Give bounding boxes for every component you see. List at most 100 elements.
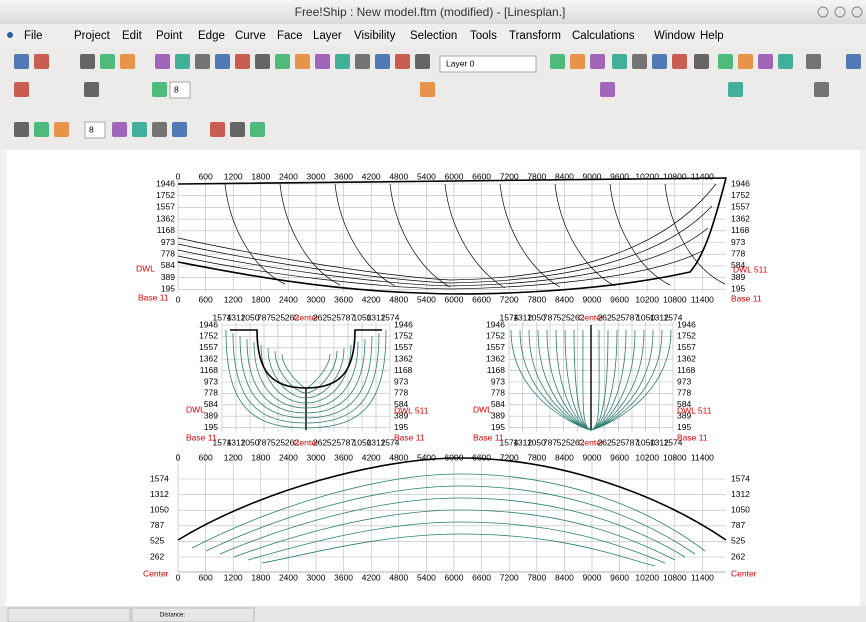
length-label: 0 [176, 572, 181, 582]
menu-item[interactable]: Help [700, 30, 724, 42]
menu-item[interactable]: Point [156, 30, 183, 42]
tool-button[interactable] [600, 82, 615, 97]
tool-button[interactable] [718, 54, 733, 69]
tool-button[interactable] [375, 54, 390, 69]
length-label: 10800 [663, 294, 687, 304]
length-label: 3000 [307, 171, 326, 181]
tool-button[interactable] [34, 122, 49, 137]
tool-button[interactable] [235, 54, 250, 69]
tool-button[interactable] [112, 122, 127, 137]
tool-button[interactable] [395, 54, 410, 69]
menu-item[interactable]: Project [74, 30, 111, 42]
length-label: 0 [176, 452, 181, 462]
tool-button[interactable] [612, 54, 627, 69]
menu-item[interactable]: Layer [313, 30, 342, 42]
tool-button[interactable] [54, 122, 69, 137]
height-label: 1168 [157, 225, 176, 235]
base-label: Base 11 [473, 432, 504, 442]
tool-button[interactable] [255, 54, 270, 69]
menu-item[interactable]: Selection [410, 30, 457, 42]
length-label: 4800 [389, 171, 408, 181]
body-label: 262 [598, 437, 612, 447]
height-label: 1752 [199, 331, 218, 341]
height-label: 973 [677, 376, 691, 386]
tool-button[interactable] [14, 54, 29, 69]
height-label: 1168 [200, 365, 219, 375]
tool-button[interactable] [728, 82, 743, 97]
menu-item[interactable]: Curve [235, 30, 266, 42]
tool-button[interactable] [694, 54, 709, 69]
tool-button[interactable] [758, 54, 773, 69]
tool-button[interactable] [420, 82, 435, 97]
length-label: 6600 [472, 452, 491, 462]
length-label: 10200 [635, 572, 659, 582]
tool-button[interactable] [335, 54, 350, 69]
tool-button[interactable] [14, 82, 29, 97]
tool-button[interactable] [846, 54, 861, 69]
height-label: 778 [491, 388, 505, 398]
zoom-spin[interactable] [85, 122, 105, 138]
length-label: 6600 [472, 171, 491, 181]
tool-button[interactable] [415, 54, 430, 69]
menu-item[interactable]: Visibility [354, 30, 396, 42]
tool-button[interactable] [215, 54, 230, 69]
menu-item[interactable]: Window [654, 30, 696, 42]
tool-button[interactable] [315, 54, 330, 69]
tool-button[interactable] [14, 122, 29, 137]
tool-button[interactable] [152, 122, 167, 137]
tool-button[interactable] [738, 54, 753, 69]
tool-button[interactable] [120, 54, 135, 69]
height-label: 1946 [156, 178, 175, 188]
length-label: 4200 [362, 572, 381, 582]
tool-button[interactable] [814, 82, 829, 97]
tool-button[interactable] [132, 122, 147, 137]
curve-spin[interactable] [170, 82, 190, 98]
base-label: Base 11 [677, 432, 708, 442]
length-label: 3000 [307, 572, 326, 582]
tool-button[interactable] [672, 54, 687, 69]
base-label: Base 11 [394, 432, 425, 442]
length-label: 1800 [251, 171, 270, 181]
length-label: 4800 [389, 572, 408, 582]
tool-button[interactable] [652, 54, 667, 69]
menu-item[interactable]: Tools [470, 30, 497, 42]
zoom-spin-value: 8 [89, 124, 94, 134]
body-label: 525 [557, 437, 571, 447]
menu-item[interactable]: Edit [122, 30, 143, 42]
tool-button[interactable] [84, 82, 99, 97]
menu-item[interactable]: Face [277, 30, 303, 42]
height-label: 584 [491, 399, 505, 409]
tool-button[interactable] [172, 122, 187, 137]
tool-button[interactable] [195, 54, 210, 69]
height-label: 195 [731, 284, 745, 294]
tool-button[interactable] [250, 122, 265, 137]
menu-item[interactable]: Transform [509, 30, 561, 42]
menu-item[interactable]: Calculations [572, 30, 635, 42]
tool-button[interactable] [570, 54, 585, 69]
tool-button[interactable] [295, 54, 310, 69]
tool-button[interactable] [230, 122, 245, 137]
tool-button[interactable] [355, 54, 370, 69]
tool-button[interactable] [155, 54, 170, 69]
menu-item[interactable]: File [24, 30, 43, 42]
tool-button[interactable] [34, 54, 49, 69]
app-window: Free!Ship : New model.ftm (modified) - [… [0, 0, 866, 622]
height-label: 1557 [731, 202, 750, 212]
length-label: 9000 [583, 294, 602, 304]
tool-button[interactable] [590, 54, 605, 69]
tool-button[interactable] [175, 54, 190, 69]
height-label: 778 [161, 248, 175, 258]
tool-button[interactable] [550, 54, 565, 69]
tool-button[interactable] [778, 54, 793, 69]
tool-button[interactable] [80, 54, 95, 69]
tool-button[interactable] [275, 54, 290, 69]
tool-button[interactable] [210, 122, 225, 137]
length-label: 11400 [691, 572, 714, 582]
tool-button[interactable] [152, 82, 167, 97]
tool-button[interactable] [632, 54, 647, 69]
menu-item[interactable]: Edge [198, 30, 225, 42]
tool-button[interactable] [806, 54, 821, 69]
tool-button[interactable] [100, 54, 115, 69]
height-label: 1557 [677, 342, 696, 352]
breadth-label: 1050 [150, 504, 169, 514]
